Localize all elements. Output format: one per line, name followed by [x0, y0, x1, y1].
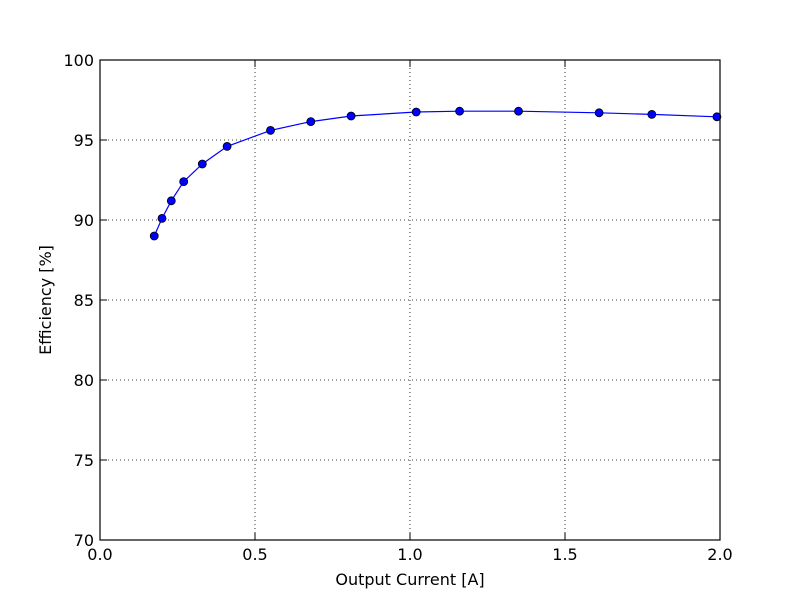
data-point	[346, 111, 356, 121]
data-point	[266, 125, 275, 135]
data-point	[222, 141, 232, 151]
y-tick-label: 100	[63, 51, 94, 70]
x-tick-label: 0.5	[242, 545, 267, 564]
data-point	[647, 110, 657, 119]
data-point	[166, 196, 176, 206]
x-axis-label: Output Current [A]	[335, 570, 484, 589]
series-layer	[149, 106, 722, 241]
data-point	[197, 159, 207, 169]
data-point	[179, 177, 189, 187]
y-tick-label: 80	[74, 371, 94, 390]
y-tick-label: 85	[74, 291, 94, 310]
data-point	[712, 112, 722, 122]
plot-frame	[99, 59, 721, 541]
data-point	[411, 107, 421, 117]
x-tick-label: 2.0	[707, 545, 732, 564]
x-tick-label: 0.0	[87, 545, 112, 564]
tick-labels: 0.0 0.5 1.0 1.5 2.0 70 75 80 85 90 95 100	[63, 51, 732, 564]
x-tick-label: 1.0	[397, 545, 422, 564]
y-tick-label: 95	[74, 131, 94, 150]
data-point	[455, 106, 465, 116]
y-tick-label: 70	[74, 531, 94, 550]
x-tick-label: 1.5	[552, 545, 577, 564]
grid	[100, 60, 720, 540]
y-axis-label: Efficiency [%]	[36, 245, 55, 355]
data-point	[514, 106, 523, 116]
data-point	[306, 117, 316, 126]
data-point	[157, 213, 167, 223]
y-tick-label: 75	[74, 451, 94, 470]
data-point	[594, 108, 604, 118]
y-tick-label: 90	[74, 211, 94, 230]
data-point	[149, 231, 159, 241]
